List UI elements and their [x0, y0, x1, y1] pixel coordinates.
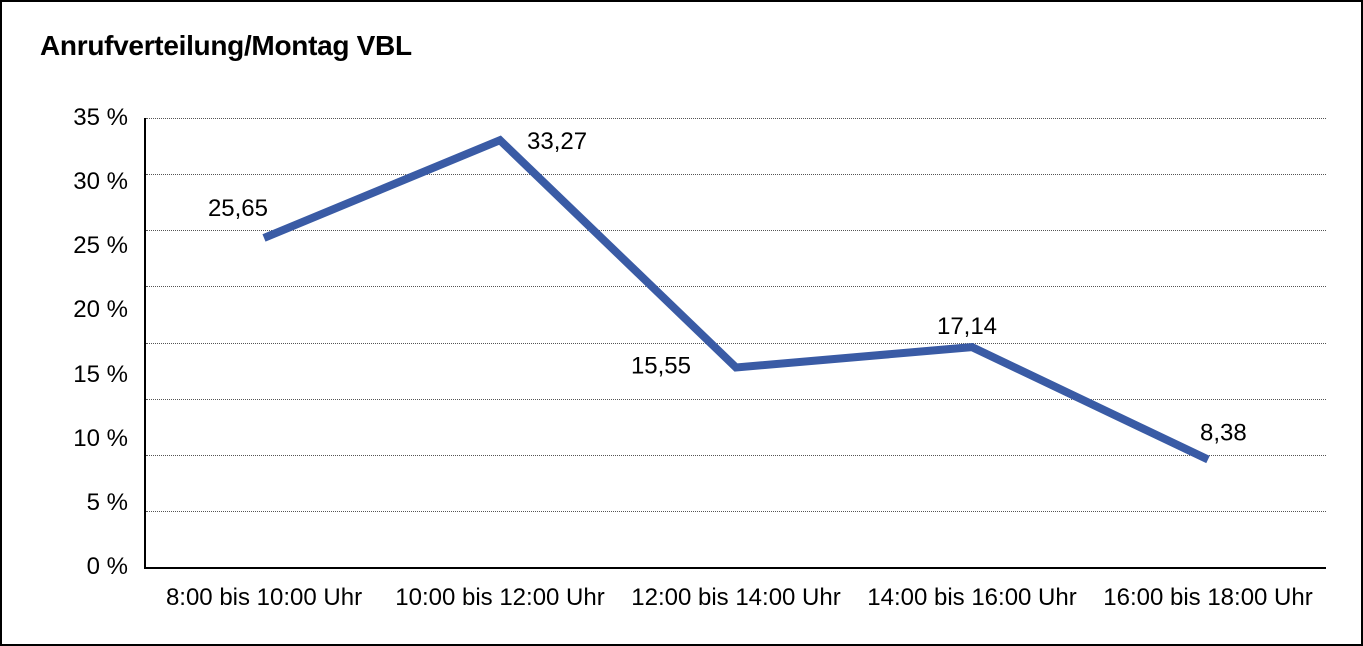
- chart-title: Anrufverteilung/Montag VBL: [40, 30, 412, 61]
- y-axis-tick-label: 0 %: [86, 553, 128, 580]
- plot-area: 25,65 33,27 15,55 17,14 8,38: [144, 118, 1326, 569]
- y-axis-tick-label: 10 %: [73, 424, 128, 452]
- data-point-label: 15,55: [631, 353, 691, 380]
- x-axis-tick-label: 8:00 bis 10:00 Uhr: [165, 584, 363, 611]
- horizontal-gridline: [146, 118, 1326, 119]
- horizontal-gridline: [146, 510, 1326, 512]
- x-axis-tick-label: 10:00 bis 12:00 Uhr: [395, 584, 605, 611]
- data-point-label: 17,14: [937, 313, 997, 340]
- data-line: [262, 135, 1210, 464]
- x-axis-tick-label: 14:00 bis 16:00 Uhr: [867, 584, 1077, 611]
- y-axis-tick-label: 15 %: [73, 360, 128, 388]
- horizontal-gridline: [146, 230, 1326, 232]
- horizontal-gridline: [146, 398, 1326, 400]
- horizontal-gridline: [146, 454, 1326, 456]
- y-axis-tick-label: 20 %: [73, 296, 128, 324]
- y-axis-tick-label: 30 %: [73, 168, 128, 196]
- horizontal-gridline: [146, 342, 1326, 344]
- y-axis-tick-label: 5 %: [86, 488, 128, 516]
- horizontal-gridline: [146, 286, 1326, 288]
- y-axis-tick-label: 25 %: [73, 232, 128, 260]
- x-axis-tick-label: 16:00 bis 18:00 Uhr: [1103, 584, 1313, 611]
- line-chart-canvas: 25,65 33,27 15,55 17,14 8,38: [208, 128, 1247, 464]
- data-point-label: 8,38: [1200, 420, 1247, 447]
- y-axis-tick-label: 35 %: [73, 104, 128, 131]
- data-point-label: 33,27: [527, 128, 587, 155]
- data-point-label: 25,65: [208, 195, 268, 222]
- horizontal-gridline: [146, 174, 1326, 176]
- x-axis-tick-labels: 8:00 bis 10:00 Uhr 10:00 bis 12:00 Uhr 12:…: [146, 584, 1326, 616]
- y-axis-tick-labels: 35 % 30 % 25 % 20 % 15 % 10 % 5 % 0 %: [2, 104, 128, 580]
- x-axis-tick-label: 12:00 bis 14:00 Uhr: [631, 584, 841, 611]
